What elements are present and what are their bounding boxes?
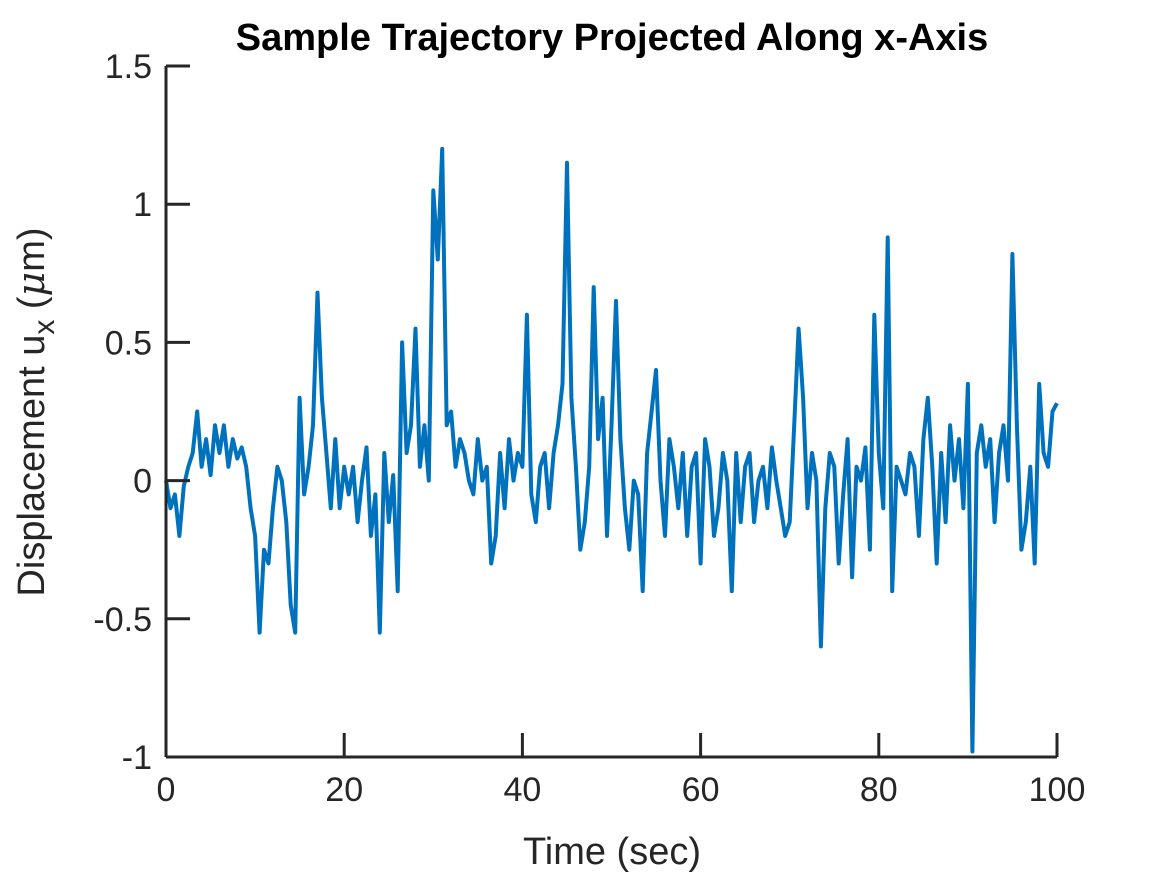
plot-area (164, 146, 1059, 754)
y-axis-label-unit-open: ( (11, 296, 53, 320)
y-axis-label-unit-mu: μ (9, 272, 53, 297)
x-axis-label: Time (sec) (523, 831, 701, 873)
y-axis-label-prefix: Displacement u (11, 335, 53, 597)
y-tick-label: -0.5 (93, 601, 152, 639)
y-tick-label: 1.5 (105, 48, 152, 86)
x-axis-ticks: 0 20 40 60 80 100 (157, 733, 1086, 809)
y-axis-label-subscript: x (28, 320, 61, 335)
y-tick-label: 0.5 (105, 324, 152, 362)
x-tick-label: 60 (682, 771, 720, 809)
y-axis-label-unit-rest: m) (11, 227, 53, 271)
y-tick-label: 0 (133, 463, 152, 501)
x-tick-label: 20 (325, 771, 363, 809)
x-tick-label: 40 (503, 771, 541, 809)
x-tick-label: 0 (157, 771, 176, 809)
x-tick-label: 100 (1029, 771, 1086, 809)
y-tick-label: 1 (133, 186, 152, 224)
series-line (164, 146, 1059, 754)
chart-title: Sample Trajectory Projected Along x-Axis (236, 17, 989, 59)
y-axis-ticks: -1 -0.5 0 0.5 1 1.5 (93, 48, 190, 777)
x-tick-label: 80 (860, 771, 898, 809)
y-axis-label: Displacement ux (μm) (9, 227, 61, 596)
y-tick-label: -1 (122, 739, 152, 777)
